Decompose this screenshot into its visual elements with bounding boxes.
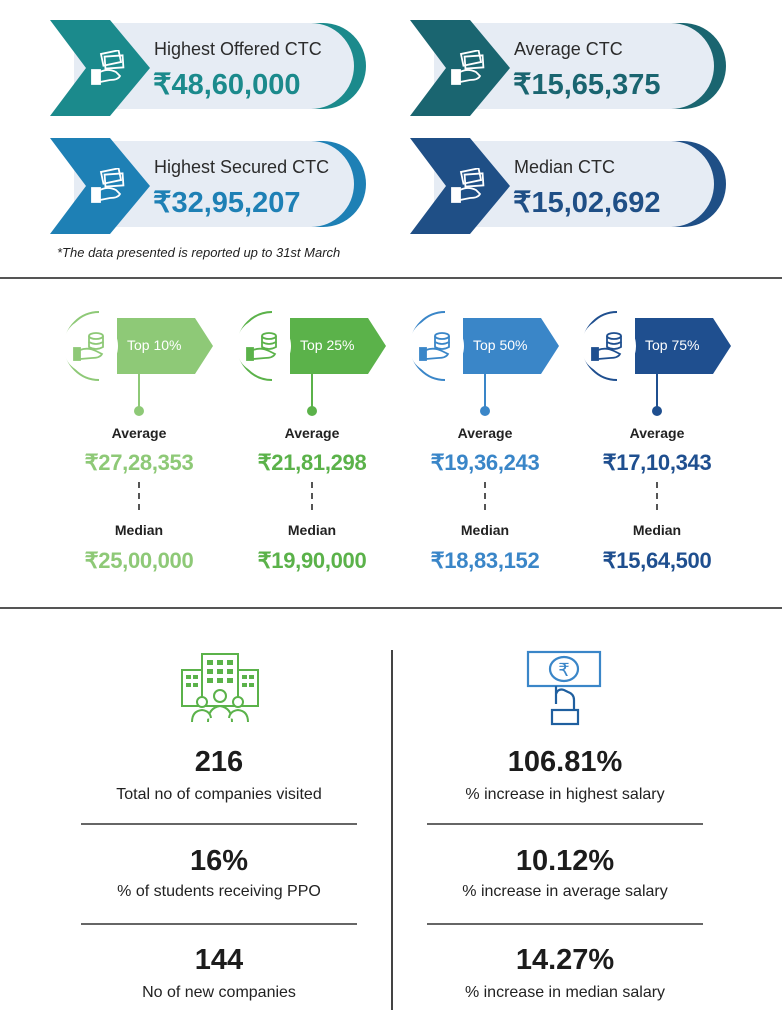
stat-label: No of new companies <box>142 984 296 1001</box>
money-hand-icon <box>88 167 128 204</box>
average-value: ₹19,36,243 <box>430 450 540 475</box>
section-divider-middle <box>0 607 782 609</box>
card-arrow <box>410 20 510 116</box>
stat-separator <box>427 923 703 925</box>
card-value: ₹48,60,000 <box>153 69 301 101</box>
card-label: Median CTC <box>514 157 616 177</box>
percentile-tag: Top 25% <box>300 337 355 353</box>
coins-hand-icon <box>590 330 628 362</box>
highest-offered-ctc-card: Highest Offered CTC ₹48,60,000 <box>50 20 368 116</box>
card-label: Highest Offered CTC <box>154 39 322 59</box>
median-label: Median <box>287 522 337 538</box>
median-label: Median <box>632 522 682 538</box>
stat-value: 216 <box>194 746 244 778</box>
median-value: ₹15,64,500 <box>602 548 712 573</box>
stat-value: 106.81% <box>507 746 623 778</box>
median-value: ₹25,00,000 <box>84 548 194 573</box>
stat-value: 16% <box>189 845 249 877</box>
money-hand-icon <box>448 167 488 204</box>
median-value: ₹18,83,152 <box>430 548 540 573</box>
average-label: Average <box>111 425 167 441</box>
dashed-connector <box>484 482 486 510</box>
connector-line <box>311 372 313 408</box>
coins-hand-icon <box>418 330 456 362</box>
highest-secured-ctc-card: Highest Secured CTC ₹32,95,207 <box>50 138 368 234</box>
card-arrow <box>50 20 150 116</box>
connector-dot <box>652 406 662 416</box>
card-value: ₹15,65,375 <box>513 69 661 101</box>
svg-text:₹: ₹ <box>558 660 569 681</box>
money-hand-icon <box>448 49 488 86</box>
percentile-column: Top 10% Average ₹27,28,353 Median ₹25,00… <box>55 310 215 580</box>
stat-label: Total no of companies visited <box>116 786 322 803</box>
card-value: ₹32,95,207 <box>153 187 301 219</box>
average-value: ₹17,10,343 <box>602 450 712 475</box>
percentile-column: Top 25% Average ₹21,81,298 Median ₹19,90… <box>228 310 388 580</box>
stat-label: % increase in average salary <box>462 883 668 900</box>
stats-divider <box>391 650 393 1010</box>
average-label: Average <box>284 425 340 441</box>
connector-line <box>656 372 658 408</box>
card-value: ₹15,02,692 <box>513 187 661 219</box>
coins-hand-icon <box>72 330 110 362</box>
stat-value: 144 <box>194 944 244 976</box>
dashed-connector <box>311 482 313 510</box>
stat-label: % increase in median salary <box>464 984 666 1001</box>
stat-separator <box>81 923 357 925</box>
percentile-column: Top 75% Average ₹17,10,343 Median ₹15,64… <box>573 310 733 580</box>
card-arrow <box>50 138 150 234</box>
average-label: Average <box>457 425 513 441</box>
median-ctc-card: Median CTC ₹15,02,692 <box>410 138 728 234</box>
average-value: ₹27,28,353 <box>84 450 194 475</box>
connector-dot <box>480 406 490 416</box>
connector-line <box>484 372 486 408</box>
stat-separator <box>427 823 703 825</box>
card-arrow <box>410 138 510 234</box>
stat-label: % of students receiving PPO <box>117 883 321 900</box>
connector-dot <box>307 406 317 416</box>
dashed-connector <box>138 482 140 510</box>
card-label: Highest Secured CTC <box>154 157 330 177</box>
stat-separator <box>81 823 357 825</box>
percentile-tag: Top 75% <box>645 337 700 353</box>
stat-value: 10.12% <box>515 845 615 877</box>
data-note: *The data presented is reported up to 31… <box>57 245 341 260</box>
average-label: Average <box>629 425 685 441</box>
stat-value: 14.27% <box>515 944 615 976</box>
percentile-tag: Top 50% <box>473 337 528 353</box>
dashed-connector <box>656 482 658 510</box>
median-label: Median <box>114 522 164 538</box>
buildings-people-icon <box>180 650 260 726</box>
stat-label: % increase in highest salary <box>465 786 665 803</box>
connector-line <box>138 372 140 408</box>
rupee-note-hand-icon: ₹ <box>524 648 604 728</box>
median-label: Median <box>460 522 510 538</box>
percentile-column: Top 50% Average ₹19,36,243 Median ₹18,83… <box>401 310 561 580</box>
connector-dot <box>134 406 144 416</box>
coins-hand-icon <box>245 330 283 362</box>
money-hand-icon <box>88 49 128 86</box>
card-label: Average CTC <box>514 39 623 59</box>
section-divider-top <box>0 277 782 279</box>
average-ctc-card: Average CTC ₹15,65,375 <box>410 20 728 116</box>
percentile-tag: Top 10% <box>127 337 182 353</box>
median-value: ₹19,90,000 <box>257 548 367 573</box>
average-value: ₹21,81,298 <box>257 450 367 475</box>
